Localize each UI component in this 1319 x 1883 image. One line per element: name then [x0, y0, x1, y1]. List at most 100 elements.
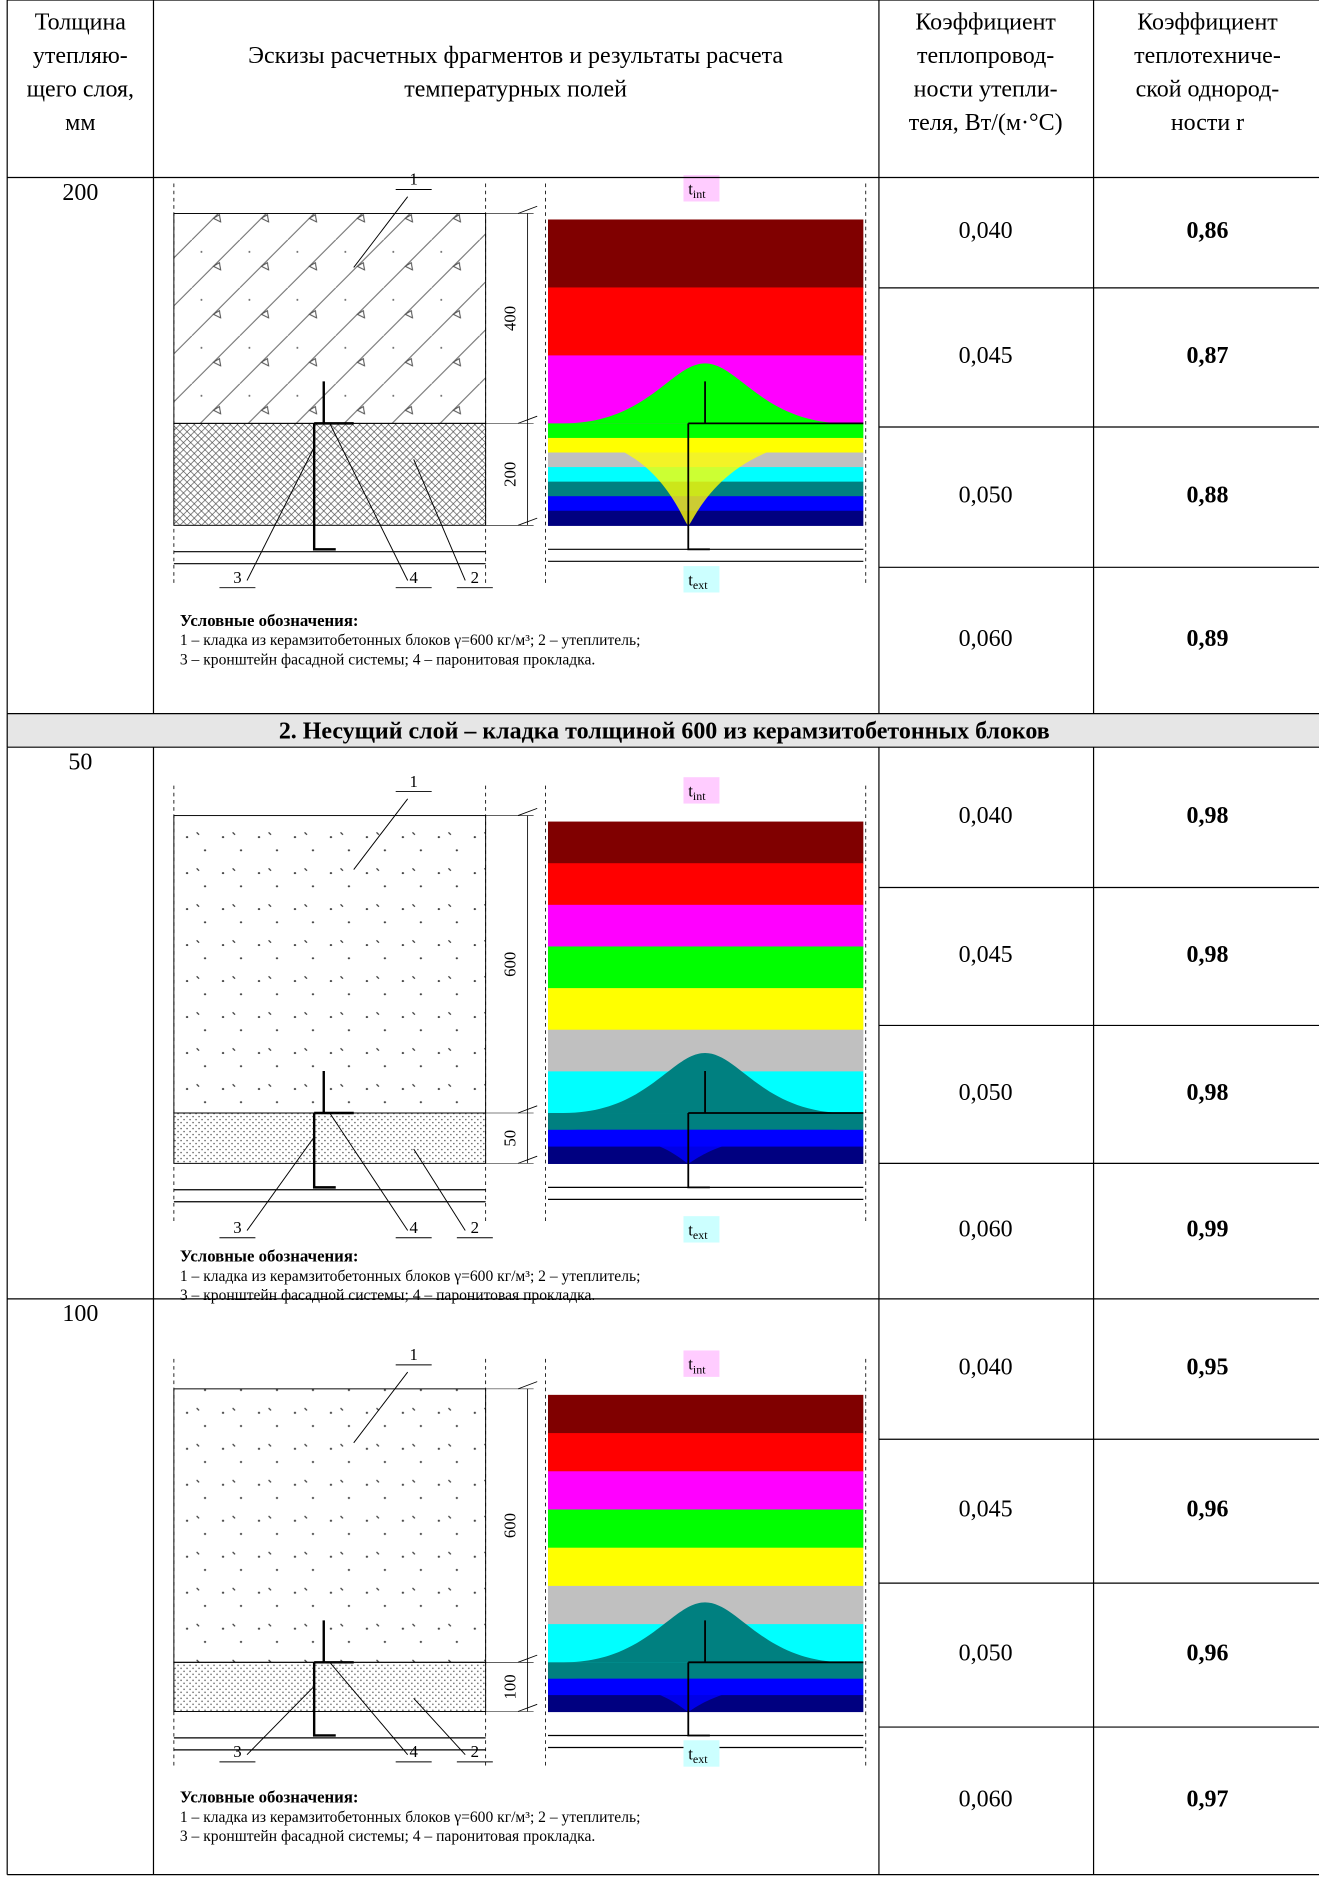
- leader: [353, 196, 409, 268]
- leader: [246, 447, 315, 581]
- header-text: ности утепли-: [914, 77, 1058, 103]
- dim-tick: [517, 1654, 538, 1663]
- lambda-value: 0,040: [959, 218, 1013, 244]
- callout: 3: [233, 1742, 241, 1761]
- legend-text: 3 – кронштейн фасадной системы; 4 – паро…: [180, 1828, 595, 1845]
- t-int: tint: [688, 179, 706, 201]
- bracket: [312, 381, 354, 551]
- legend-text: Условные обозначения:: [180, 611, 359, 630]
- lambda-value: 0,050: [959, 1080, 1013, 1106]
- t-ext: text: [688, 1220, 708, 1242]
- header-text: Эскизы расчетных фрагментов и результаты…: [248, 43, 783, 69]
- leader: [246, 1685, 315, 1756]
- t-int: tint: [688, 1355, 706, 1377]
- temp-band: [547, 1509, 864, 1549]
- temp-band: [547, 1662, 864, 1680]
- callout: 4: [409, 1218, 418, 1237]
- lambda-value: 0,050: [959, 483, 1013, 509]
- temp-band: [547, 510, 864, 526]
- r-value: 0,89: [1187, 626, 1229, 652]
- header-text: Коэффициент: [1137, 9, 1278, 35]
- t-base: t: [688, 1355, 693, 1374]
- temp-band: [547, 904, 864, 948]
- temp-band: [547, 1471, 864, 1511]
- lambda-value: 0,045: [959, 942, 1013, 968]
- header-text: теля, Вт/(м·°С): [909, 110, 1063, 136]
- lambda-value: 0,045: [959, 1497, 1013, 1523]
- header-text: теплопровод-: [917, 43, 1054, 69]
- lambda-value: 0,060: [959, 1217, 1013, 1243]
- callout: 2: [471, 1742, 479, 1761]
- t-sub: int: [693, 1362, 706, 1376]
- t-sub: int: [693, 187, 706, 201]
- leader: [329, 423, 409, 581]
- thickness: 50: [68, 749, 92, 775]
- r-value: 0,99: [1187, 1217, 1229, 1243]
- temp-band: [547, 946, 864, 989]
- header-text: ской однород-: [1136, 77, 1280, 103]
- masonry: [173, 1388, 487, 1663]
- t-sub: ext: [693, 1752, 708, 1766]
- dim-label: 50: [501, 1130, 520, 1147]
- temp-dip: [563, 1678, 847, 1712]
- t-int: tint: [688, 781, 706, 803]
- temp-band: [547, 821, 864, 864]
- r-value: 0,98: [1187, 942, 1229, 968]
- legend-text: 3 – кронштейн фасадной системы; 4 – паро…: [180, 651, 595, 668]
- t-ext-bg: [683, 566, 720, 593]
- callout: 3: [233, 568, 241, 587]
- lambda-value: 0,060: [959, 1786, 1013, 1812]
- leader: [413, 1697, 466, 1755]
- r-value: 0,87: [1187, 343, 1229, 369]
- dim-tick: [517, 1703, 538, 1712]
- section-title: 2. Несущий слой – кладка толщиной 600 из…: [279, 718, 1050, 744]
- temp-band: [547, 219, 864, 289]
- header-text: щего слоя,: [27, 77, 134, 103]
- lambda-value: 0,040: [959, 1355, 1013, 1381]
- insulation: [173, 1661, 487, 1712]
- t-base: t: [688, 781, 693, 800]
- temp-band: [547, 1113, 864, 1131]
- dim-tick: [517, 1105, 538, 1114]
- temp-band: [547, 1433, 864, 1472]
- t-base: t: [688, 1744, 693, 1763]
- t-int-bg: [683, 175, 720, 202]
- callout: 4: [409, 1742, 418, 1761]
- callout: 2: [471, 568, 479, 587]
- t-ext-bg: [683, 1740, 720, 1767]
- callout: 1: [409, 170, 417, 189]
- leader: [246, 1136, 315, 1231]
- t-ext: text: [688, 1744, 708, 1766]
- masonry: [173, 815, 487, 1114]
- dim-label: 600: [501, 952, 520, 977]
- leader: [329, 1662, 409, 1755]
- header-text: мм: [65, 110, 95, 136]
- temp-band: [547, 863, 864, 906]
- thickness: 200: [62, 180, 98, 206]
- header-text: температурных полей: [404, 77, 627, 103]
- legend-text: Условные обозначения:: [180, 1247, 359, 1266]
- callout: 1: [409, 1345, 417, 1364]
- callout: 4: [409, 568, 418, 587]
- t-base: t: [688, 570, 693, 589]
- dim-tick: [517, 1155, 538, 1164]
- t-sub: ext: [693, 1228, 708, 1242]
- leader: [329, 1112, 409, 1231]
- temp-band: [547, 496, 864, 512]
- dim-tick: [517, 517, 538, 526]
- r-value: 0,98: [1187, 1080, 1229, 1106]
- r-value: 0,88: [1187, 483, 1229, 509]
- header-text: теплотехниче-: [1134, 43, 1281, 69]
- temp-band: [547, 1146, 864, 1164]
- dim-label: 200: [501, 462, 520, 487]
- dim-tick: [517, 807, 538, 816]
- dim-tick: [517, 1381, 538, 1390]
- dim-label: 400: [501, 306, 520, 331]
- r-value: 0,96: [1187, 1641, 1229, 1667]
- temp-band: [547, 287, 864, 357]
- r-value: 0,86: [1187, 218, 1229, 244]
- masonry: [173, 213, 487, 424]
- lambda-value: 0,045: [959, 343, 1013, 369]
- leader: [353, 1371, 409, 1444]
